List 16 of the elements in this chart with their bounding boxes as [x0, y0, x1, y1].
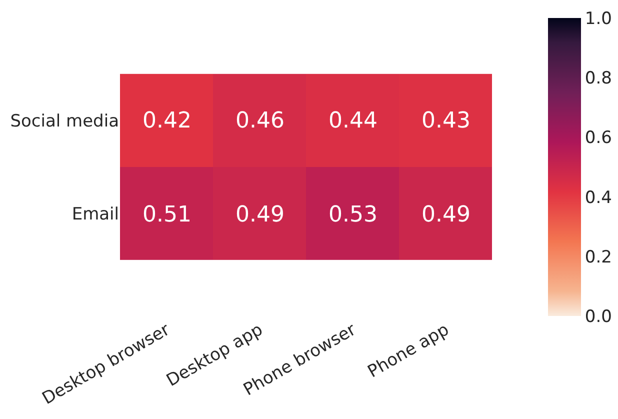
y-tick-label: Social media	[10, 111, 119, 132]
data-label: 0.43	[422, 108, 470, 134]
data-label: 0.53	[328, 202, 378, 228]
data-label: 0.51	[142, 202, 192, 228]
color-bar-label: 0.8	[584, 68, 612, 89]
color-bar-label: 0.6	[584, 128, 612, 148]
data-label: 0.49	[422, 202, 470, 228]
color-bar-label: 0.4	[584, 188, 612, 208]
color-bar-label: 0.2	[584, 247, 612, 268]
data-label: 0.46	[236, 108, 284, 134]
color-bar-label: 0.0	[584, 306, 612, 327]
color-bar-label: 1.0	[584, 8, 612, 29]
data-label: 0.42	[142, 108, 192, 134]
y-tick-label: Email	[72, 204, 119, 224]
data-label: 0.44	[328, 108, 378, 134]
data-label: 0.49	[236, 202, 284, 228]
